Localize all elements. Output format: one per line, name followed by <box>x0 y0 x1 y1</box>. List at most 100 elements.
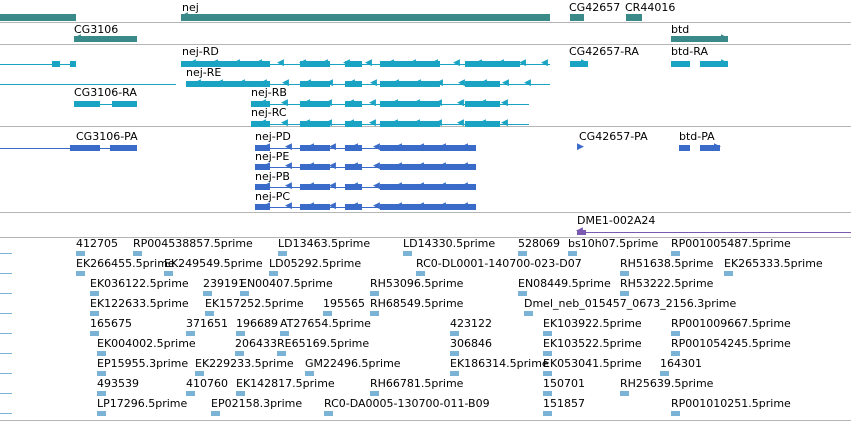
est-feature[interactable] <box>370 291 379 296</box>
exon-block[interactable] <box>465 101 500 107</box>
exon-block[interactable] <box>255 184 270 190</box>
est-label[interactable]: GM22496.5prime <box>305 357 401 370</box>
exon-block[interactable] <box>700 61 728 67</box>
exon-block[interactable] <box>255 164 270 170</box>
gene-bar-btd[interactable] <box>671 36 728 42</box>
gene-label-btd[interactable]: btd <box>671 23 690 36</box>
exon-block[interactable] <box>700 145 720 151</box>
est-feature[interactable] <box>671 331 680 336</box>
est-label[interactable]: RH25639.5prime <box>620 377 714 390</box>
est-feature[interactable] <box>724 271 733 276</box>
est-label[interactable]: EK229233.5prime <box>195 357 294 370</box>
exon-block[interactable] <box>380 121 440 127</box>
exon-block[interactable] <box>110 145 137 151</box>
est-feature[interactable] <box>211 411 220 416</box>
exon-block[interactable] <box>465 81 500 87</box>
est-feature[interactable] <box>620 391 629 396</box>
est-feature[interactable] <box>450 331 459 336</box>
exon-block[interactable] <box>345 204 362 210</box>
est-label[interactable]: RH66781.5prime <box>370 377 464 390</box>
exon-block[interactable] <box>112 101 137 107</box>
est-label[interactable]: 410760 <box>186 377 228 390</box>
exon-block[interactable] <box>300 204 330 210</box>
est-feature[interactable] <box>416 271 425 276</box>
transcript-label-btd-ra[interactable]: btd-RA <box>671 45 708 58</box>
est-feature[interactable] <box>76 271 85 276</box>
est-label[interactable]: EK142817.5prime <box>236 377 335 390</box>
est-feature[interactable] <box>620 271 629 276</box>
est-feature[interactable] <box>186 391 195 396</box>
est-feature[interactable] <box>323 311 332 316</box>
exon-block[interactable] <box>465 61 500 67</box>
exon-block[interactable] <box>74 101 100 107</box>
est-label[interactable]: RC0-DA0005-130700-011-B09 <box>324 397 490 410</box>
est-label[interactable]: RP001054245.5prime <box>671 337 791 350</box>
est-feature[interactable] <box>524 311 533 316</box>
exon-block[interactable] <box>345 145 362 151</box>
est-feature[interactable] <box>620 291 629 296</box>
gene-label-cr44016[interactable]: CR44016 <box>625 1 676 14</box>
gene-bar-cr44016[interactable] <box>626 14 642 21</box>
est-label[interactable]: EP02158.3prime <box>211 397 303 410</box>
est-feature[interactable] <box>671 251 680 256</box>
transcript-label-nej-rc[interactable]: nej-RC <box>251 106 287 119</box>
cds-label-nej-pd[interactable]: nej-PD <box>255 130 291 143</box>
gene-bar-cg42657[interactable] <box>570 14 584 21</box>
est-label[interactable]: 528069 <box>518 237 560 250</box>
exon-block[interactable] <box>465 121 500 127</box>
transcript-label-cg3106-ra[interactable]: CG3106-RA <box>74 86 137 99</box>
gene-label-cg3106[interactable]: CG3106 <box>74 23 119 36</box>
est-label[interactable]: 239191 <box>203 277 245 290</box>
est-feature[interactable] <box>403 251 412 256</box>
est-feature[interactable] <box>90 291 99 296</box>
est-label[interactable]: Dmel_neb_015457_0673_2156.3prime <box>524 297 737 310</box>
est-label[interactable]: RC0-DL0001-140700-023-D07 <box>416 257 582 270</box>
exon-block[interactable] <box>500 61 520 67</box>
est-feature[interactable] <box>90 311 99 316</box>
est-label[interactable]: RH68549.5prime <box>370 297 464 310</box>
exon-block[interactable] <box>300 121 330 127</box>
est-feature[interactable] <box>305 371 314 376</box>
exon-block[interactable] <box>300 81 330 87</box>
exon-block[interactable] <box>345 164 362 170</box>
est-label[interactable]: RP001010251.5prime <box>671 397 791 410</box>
exon-block[interactable] <box>300 61 330 67</box>
est-label[interactable]: bs10h07.5prime <box>568 237 659 250</box>
est-feature[interactable] <box>370 391 379 396</box>
est-feature[interactable] <box>370 311 379 316</box>
est-feature[interactable] <box>543 331 552 336</box>
est-label[interactable]: RP001009667.5prime <box>671 317 791 330</box>
est-label[interactable]: EK103922.5prime <box>543 317 642 330</box>
gene-bar-nej[interactable] <box>181 14 550 21</box>
est-label[interactable]: 412705 <box>76 237 118 250</box>
est-label[interactable]: LD13463.5prime <box>278 237 371 250</box>
transcript-label-cg42657-ra[interactable]: CG42657-RA <box>569 45 639 58</box>
exon-block[interactable] <box>345 101 362 107</box>
est-feature[interactable] <box>280 331 289 336</box>
est-feature[interactable] <box>90 331 99 336</box>
est-feature[interactable] <box>324 411 333 416</box>
est-label[interactable]: LP17296.5prime <box>97 397 188 410</box>
est-label[interactable]: EK157252.5prime <box>205 297 304 310</box>
est-label[interactable]: 196689 <box>236 317 278 330</box>
exon-block[interactable] <box>300 164 330 170</box>
est-label[interactable]: EK266455.5prime <box>76 257 175 270</box>
gene-bar[interactable] <box>0 14 76 21</box>
est-label[interactable]: EK186314.5prime <box>450 357 549 370</box>
exon-block[interactable] <box>251 121 270 127</box>
cds-label-btd-pa[interactable]: btd-PA <box>679 130 715 143</box>
est-feature[interactable] <box>164 271 173 276</box>
exon-block[interactable] <box>380 164 476 170</box>
est-feature[interactable] <box>543 351 552 356</box>
est-feature[interactable] <box>240 291 249 296</box>
est-feature[interactable] <box>543 391 552 396</box>
exon-block[interactable] <box>300 145 330 151</box>
est-feature[interactable] <box>97 391 106 396</box>
est-feature[interactable] <box>543 411 552 416</box>
gene-bar-cg3106[interactable] <box>74 36 137 42</box>
est-feature[interactable] <box>97 411 106 416</box>
est-feature[interactable] <box>186 331 195 336</box>
exon-block[interactable] <box>345 184 362 190</box>
est-label[interactable]: 493539 <box>97 377 139 390</box>
transcript-label-nej-rb[interactable]: nej-RB <box>251 86 287 99</box>
